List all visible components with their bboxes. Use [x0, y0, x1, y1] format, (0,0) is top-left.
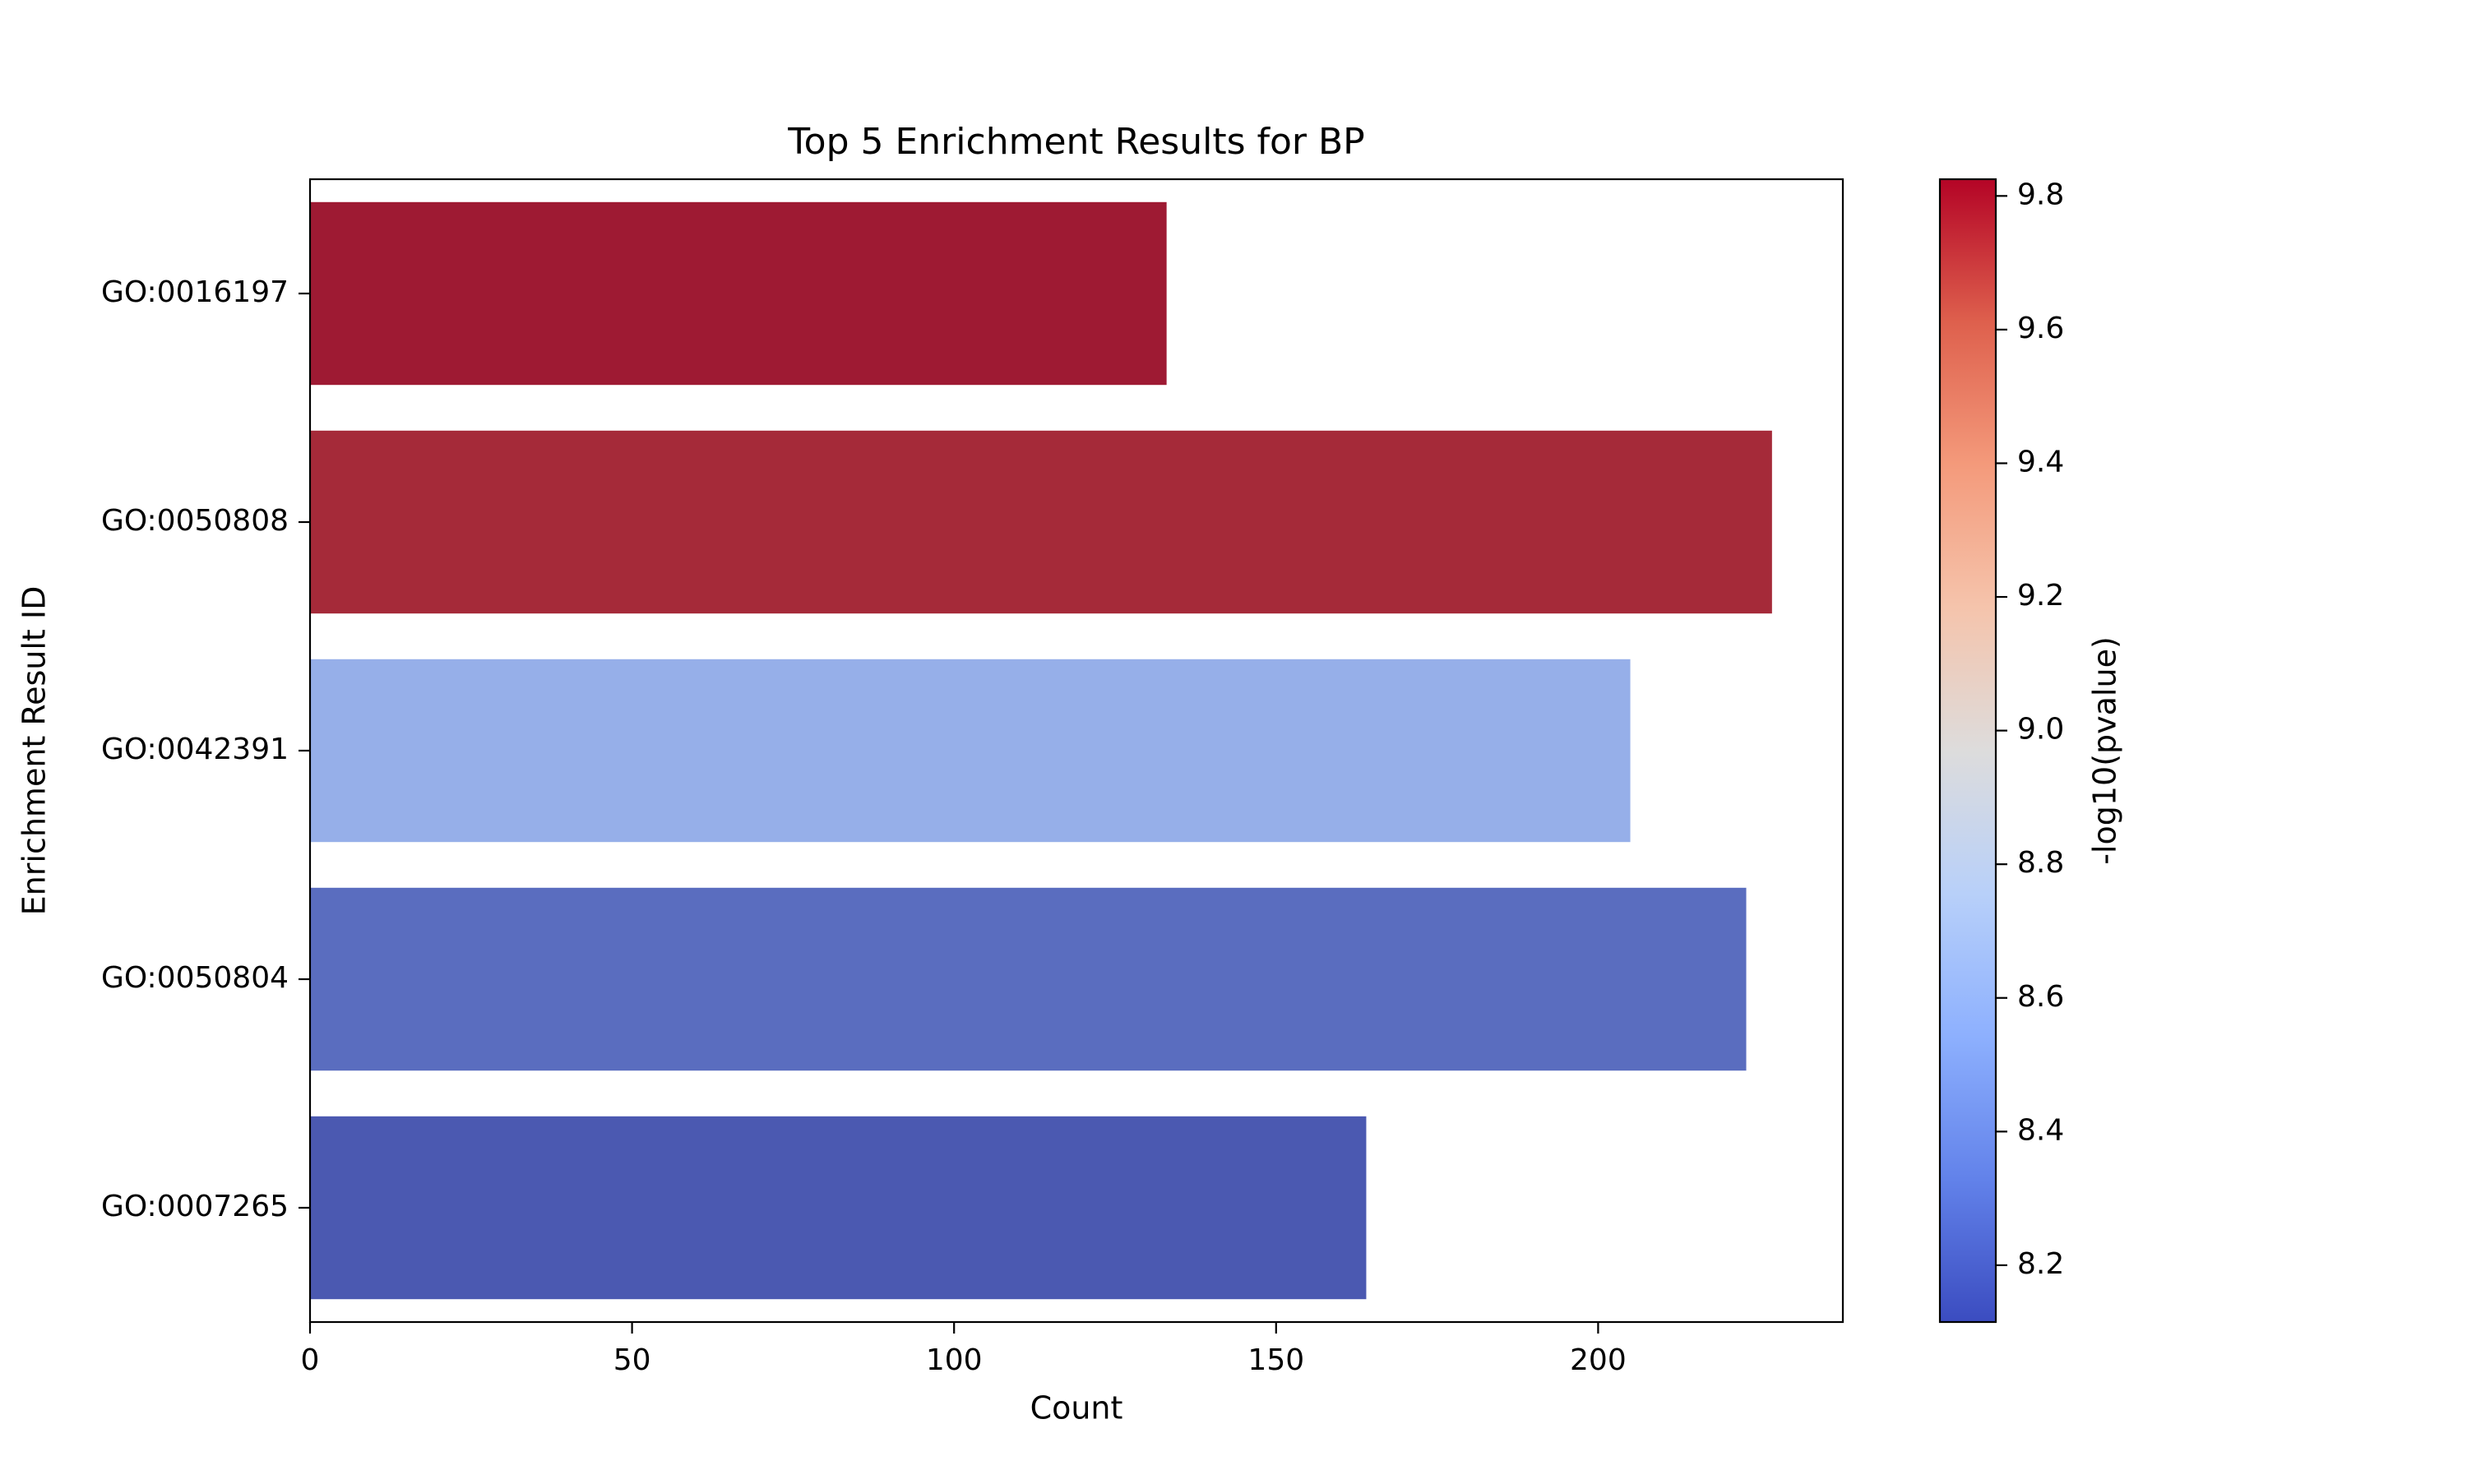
plot-frame	[308, 178, 1844, 1324]
colorbar-label: -log10(pvalue)	[2087, 636, 2123, 865]
y-tick-label: GO:0042391	[101, 733, 289, 766]
colorbar-tick-label: 9.4	[2017, 445, 2064, 478]
x-tick-label: 150	[1247, 1343, 1304, 1377]
chart-title: Top 5 Enrichment Results for BP	[787, 121, 1364, 163]
x-tick-label: 100	[926, 1343, 983, 1377]
x-axis-ticks: 0 50 100 150 200	[301, 1322, 1627, 1377]
y-axis-label: Enrichment Result ID	[16, 586, 53, 916]
colorbar-tick-label: 9.8	[2017, 178, 2064, 211]
bar-GO-0042391	[310, 659, 1631, 843]
bar-GO-0050804	[310, 887, 1747, 1071]
y-tick-label: GO:0050804	[101, 961, 289, 995]
colorbar-tick-label: 8.8	[2017, 846, 2064, 880]
y-tick-label: GO:0050808	[101, 504, 289, 538]
y-axis-ticks: GO:0016197 GO:0050808 GO:0042391 GO:0050804…	[101, 275, 310, 1223]
y-tick-label: GO:0016197	[101, 275, 289, 309]
x-tick-label: 0	[301, 1343, 320, 1377]
colorbar-tick-label: 9.0	[2017, 713, 2064, 747]
bar-GO-0007265	[310, 1116, 1367, 1300]
bars-layer	[310, 201, 1772, 1300]
x-tick-label: 50	[613, 1343, 651, 1377]
colorbar-tick-label: 9.2	[2017, 579, 2064, 613]
colorbar	[1938, 178, 1997, 1324]
x-axis-label: Count	[1030, 1390, 1123, 1426]
bar-GO-0016197	[310, 201, 1167, 386]
x-tick-label: 200	[1570, 1343, 1627, 1377]
y-tick-label: GO:0007265	[101, 1190, 289, 1223]
bar-GO-0050808	[310, 430, 1772, 614]
colorbar-tick-label: 8.6	[2017, 980, 2064, 1014]
colorbar-tick-label: 8.2	[2017, 1247, 2064, 1281]
colorbar-ticks: 8.2 8.4 8.6 8.8 9.0 9.2 9.4 9.6 9.8	[1996, 178, 2064, 1281]
colorbar-tick-label: 9.6	[2017, 312, 2064, 345]
colorbar-tick-label: 8.4	[2017, 1113, 2064, 1147]
